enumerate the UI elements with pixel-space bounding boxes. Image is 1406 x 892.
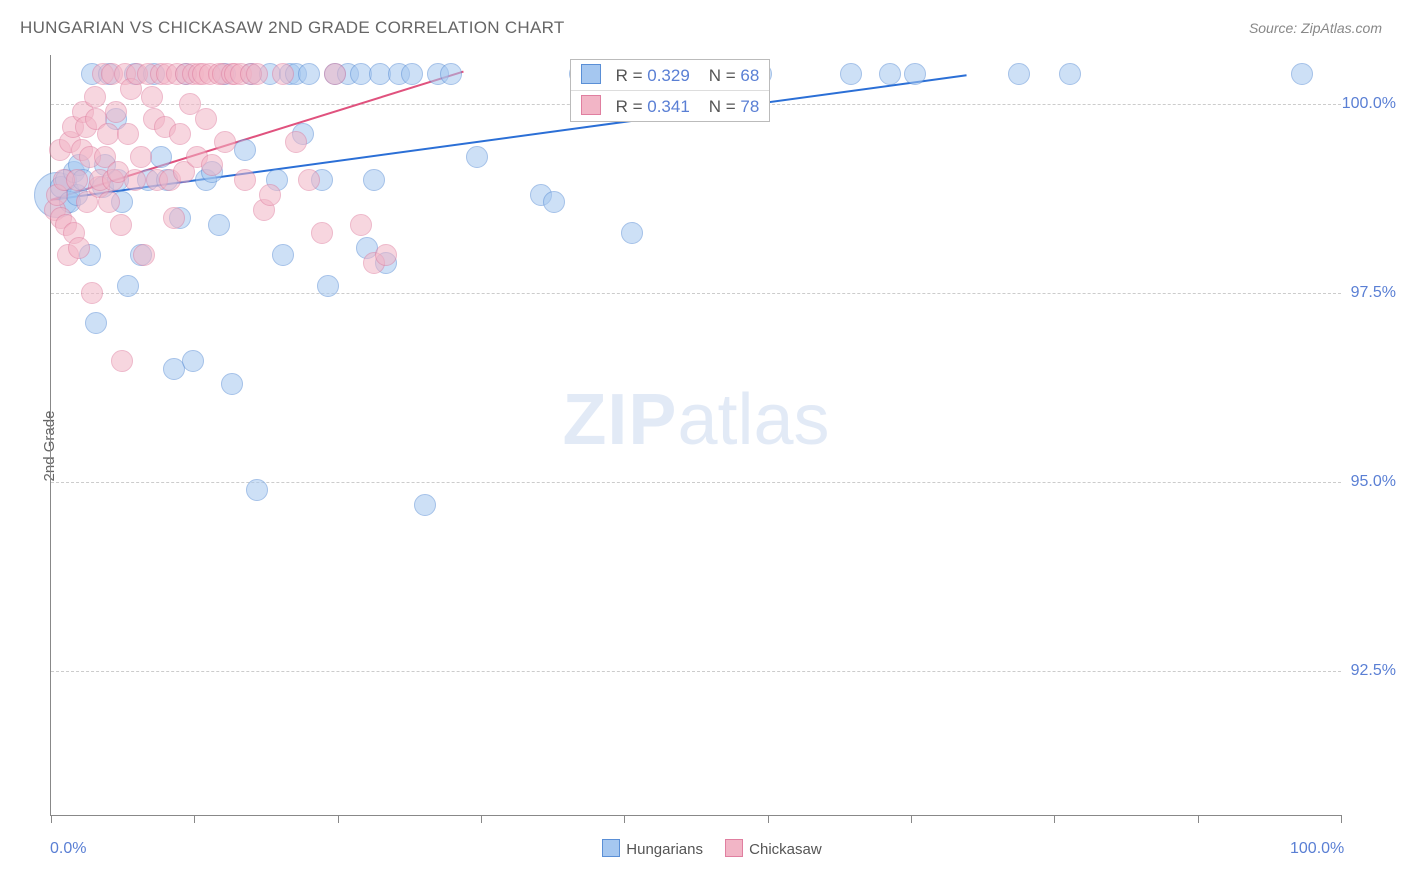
data-point xyxy=(840,63,862,85)
data-point xyxy=(195,108,217,130)
gridline xyxy=(51,293,1341,294)
x-tick xyxy=(481,815,482,823)
data-point xyxy=(85,312,107,334)
data-point xyxy=(259,184,281,206)
data-point xyxy=(124,169,146,191)
source-credit: Source: ZipAtlas.com xyxy=(1249,20,1382,36)
data-point xyxy=(117,275,139,297)
data-point xyxy=(324,63,346,85)
data-point xyxy=(317,275,339,297)
data-point xyxy=(1291,63,1313,85)
data-point xyxy=(208,214,230,236)
data-point xyxy=(105,101,127,123)
stats-row-chickasaw: R = 0.341 N = 78 xyxy=(571,91,769,121)
data-point xyxy=(81,282,103,304)
data-point xyxy=(272,244,294,266)
x-tick xyxy=(1341,815,1342,823)
data-point xyxy=(466,146,488,168)
legend-swatch-hungarians xyxy=(602,839,620,857)
data-point xyxy=(169,123,191,145)
x-tick xyxy=(768,815,769,823)
x-tick xyxy=(624,815,625,823)
data-point xyxy=(440,63,462,85)
data-point xyxy=(130,146,152,168)
data-point xyxy=(133,244,155,266)
data-point xyxy=(350,214,372,236)
x-tick xyxy=(194,815,195,823)
x-tick xyxy=(911,815,912,823)
y-tick-label: 92.5% xyxy=(1351,662,1396,680)
data-point xyxy=(201,154,223,176)
data-point xyxy=(879,63,901,85)
data-point xyxy=(97,123,119,145)
data-point xyxy=(141,86,163,108)
data-point xyxy=(298,169,320,191)
data-point xyxy=(298,63,320,85)
data-point xyxy=(234,139,256,161)
data-point xyxy=(401,63,423,85)
data-point xyxy=(904,63,926,85)
data-point xyxy=(84,86,106,108)
data-point xyxy=(163,207,185,229)
data-point xyxy=(111,350,133,372)
y-tick-label: 100.0% xyxy=(1342,95,1396,113)
data-point xyxy=(1008,63,1030,85)
data-point xyxy=(246,63,268,85)
legend-bottom: Hungarians Chickasaw xyxy=(0,839,1406,858)
legend-swatch-chickasaw xyxy=(725,839,743,857)
stats-box: R = 0.329 N = 68 R = 0.341 N = 78 xyxy=(570,59,770,122)
data-point xyxy=(98,191,120,213)
data-point xyxy=(543,191,565,213)
chart-title: HUNGARIAN VS CHICKASAW 2ND GRADE CORRELA… xyxy=(20,18,565,38)
data-point xyxy=(621,222,643,244)
data-point xyxy=(221,373,243,395)
data-point xyxy=(311,222,333,244)
data-point xyxy=(110,214,132,236)
y-tick-label: 97.5% xyxy=(1351,284,1396,302)
data-point xyxy=(246,479,268,501)
y-tick-label: 95.0% xyxy=(1351,473,1396,491)
gridline xyxy=(51,671,1341,672)
x-tick xyxy=(1198,815,1199,823)
legend-label-chickasaw: Chickasaw xyxy=(749,841,822,858)
data-point xyxy=(414,494,436,516)
data-point xyxy=(182,350,204,372)
data-point xyxy=(363,169,385,191)
gridline xyxy=(51,482,1341,483)
legend-label-hungarians: Hungarians xyxy=(626,841,703,858)
plot-area: ZIPatlas xyxy=(50,55,1341,816)
data-point xyxy=(68,237,90,259)
x-tick xyxy=(1054,815,1055,823)
data-point xyxy=(285,131,307,153)
data-point xyxy=(272,63,294,85)
data-point xyxy=(234,169,256,191)
x-tick xyxy=(338,815,339,823)
data-point xyxy=(375,244,397,266)
data-point xyxy=(150,146,172,168)
data-point xyxy=(214,131,236,153)
data-point xyxy=(117,123,139,145)
stats-swatch-hungarians xyxy=(581,64,601,84)
stats-swatch-chickasaw xyxy=(581,95,601,115)
watermark: ZIPatlas xyxy=(562,379,829,461)
x-tick xyxy=(51,815,52,823)
data-point xyxy=(66,169,88,191)
stats-row-hungarians: R = 0.329 N = 68 xyxy=(571,60,769,91)
data-point xyxy=(1059,63,1081,85)
